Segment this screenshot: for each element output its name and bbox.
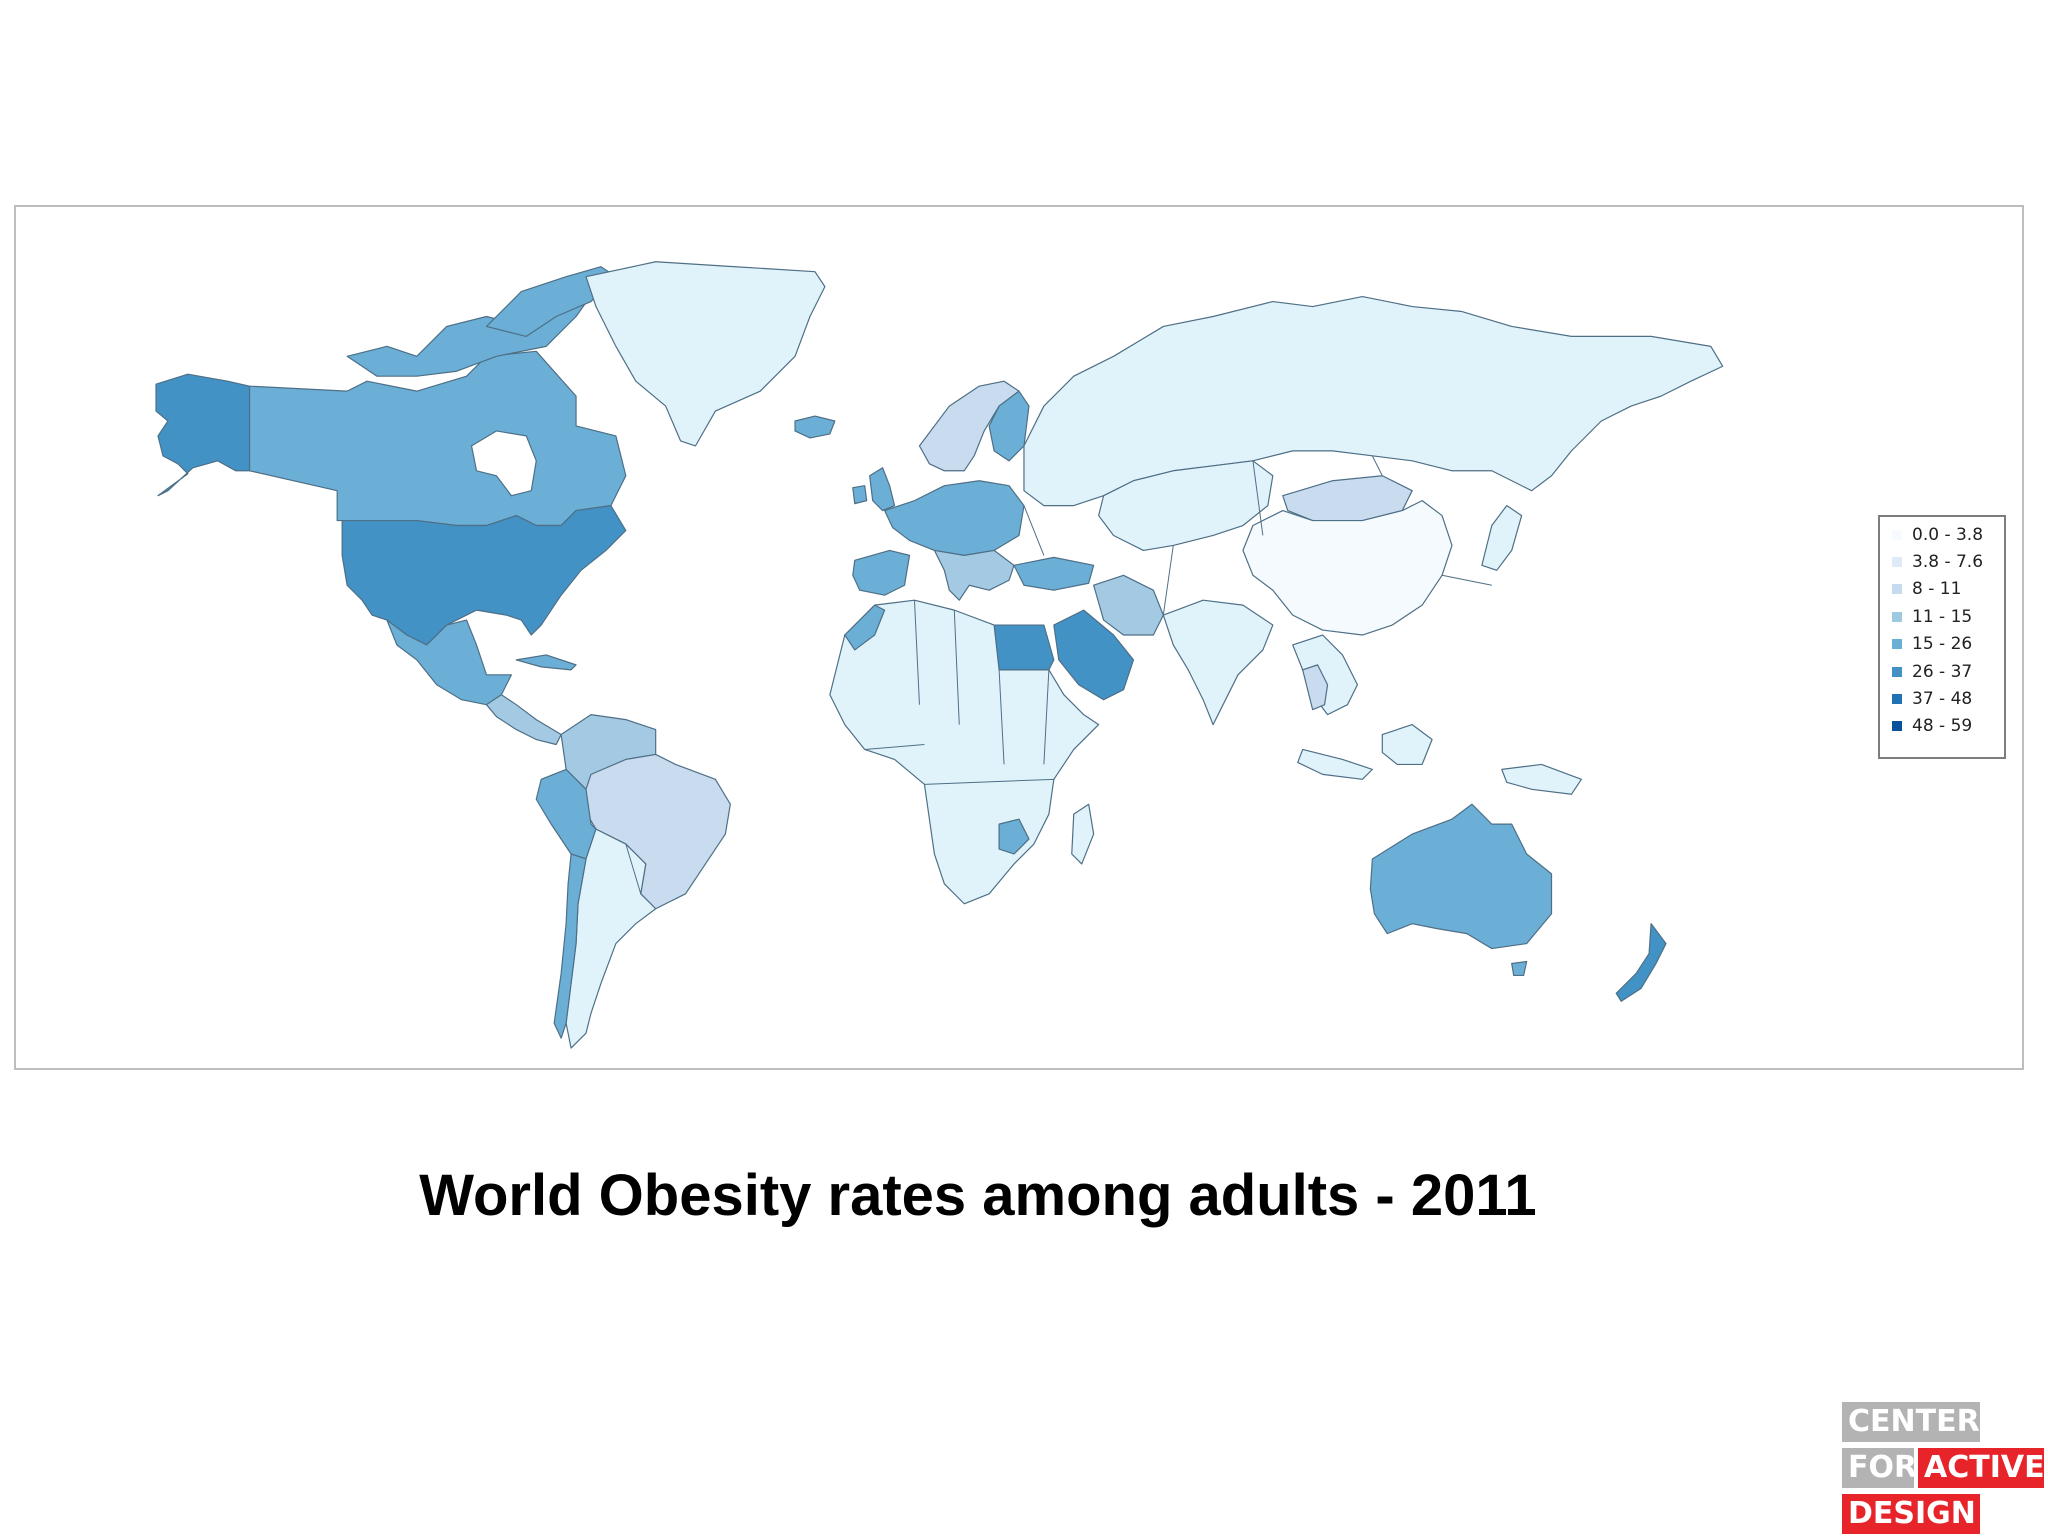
- legend-swatch: [1892, 694, 1902, 705]
- region-iceland: [794, 415, 836, 439]
- legend-item: 26 - 37: [1880, 658, 2004, 685]
- region-alaska: [155, 373, 251, 497]
- world-choropleth-map: [155, 261, 1724, 1049]
- region-saudi-arabia: [1053, 609, 1135, 701]
- region-madagascar: [1071, 803, 1095, 865]
- region-india: [1162, 599, 1274, 726]
- legend-item: 11 - 15: [1880, 603, 2004, 630]
- legend-label: 8 - 11: [1912, 579, 1962, 600]
- region-italy-balkans: [933, 549, 1015, 601]
- region-morocco: [844, 604, 886, 651]
- region-canada: [248, 350, 627, 527]
- region-iran: [1093, 574, 1164, 636]
- legend-swatch: [1892, 584, 1902, 595]
- region-new-guinea: [1501, 763, 1582, 795]
- center-for-active-design-logo: CENTER FOR ACTIVE DESIGN: [1842, 1402, 2045, 1534]
- region-central-america: [485, 694, 562, 746]
- logo-line-center: CENTER: [1842, 1402, 1980, 1442]
- legend-item: 8 - 11: [1880, 576, 2004, 603]
- region-cuba: [515, 654, 577, 671]
- region-greenland: [585, 261, 826, 447]
- legend-label: 37 - 48: [1912, 689, 1973, 710]
- region-russia: [1023, 295, 1724, 507]
- legend-swatch: [1892, 666, 1902, 677]
- region-egypt: [993, 624, 1055, 671]
- legend-swatch: [1892, 721, 1902, 732]
- legend-label: 11 - 15: [1912, 606, 1973, 627]
- legend-item: 3.8 - 7.6: [1880, 548, 2004, 575]
- region-borneo: [1381, 723, 1433, 766]
- region-western-europe: [884, 480, 1025, 556]
- region-indonesia: [1297, 748, 1373, 780]
- logo-line-for: FOR: [1842, 1448, 1917, 1488]
- legend-item: 37 - 48: [1880, 685, 2004, 712]
- legend-swatch: [1892, 611, 1902, 622]
- region-zimbabwe: [998, 818, 1030, 855]
- region-japan: [1481, 505, 1523, 571]
- legend-label: 26 - 37: [1912, 661, 1973, 682]
- legend-swatch: [1892, 529, 1902, 540]
- legend-item: 0.0 - 3.8: [1880, 521, 2004, 548]
- region-finland: [988, 390, 1030, 462]
- region-turkey: [1013, 556, 1095, 591]
- region-china: [1242, 500, 1453, 636]
- border-lines: [625, 455, 1492, 894]
- lake-hudson-bay: [470, 430, 537, 497]
- region-chile: [553, 853, 587, 1039]
- legend-swatch: [1892, 557, 1902, 568]
- region-uk: [869, 467, 896, 512]
- region-iberia: [852, 549, 911, 596]
- region-africa: [829, 599, 1100, 905]
- region-central-asia: [1098, 460, 1274, 552]
- region-tasmania: [1511, 960, 1528, 977]
- map-legend: 0.0 - 3.8 3.8 - 7.6 8 - 11 11 - 15 15 - …: [1878, 515, 2006, 759]
- region-new-zealand: [1615, 923, 1667, 1002]
- region-mexico: [386, 619, 512, 706]
- map-frame: 0.0 - 3.8 3.8 - 7.6 8 - 11 11 - 15 15 - …: [14, 205, 2024, 1070]
- legend-label: 0.0 - 3.8: [1912, 524, 1984, 545]
- legend-item: 48 - 59: [1880, 713, 2004, 740]
- legend-swatch: [1892, 639, 1902, 650]
- logo-line-design: DESIGN: [1842, 1494, 1980, 1534]
- region-usa: [341, 505, 627, 646]
- region-norway-sweden: [918, 380, 1020, 472]
- region-thailand: [1302, 664, 1329, 711]
- region-ireland: [852, 485, 868, 505]
- legend-item: 15 - 26: [1880, 631, 2004, 658]
- slide-title: World Obesity rates among adults - 2011: [419, 1163, 1537, 1228]
- legend-label: 3.8 - 7.6: [1912, 552, 1984, 573]
- logo-line-active: ACTIVE: [1918, 1448, 2045, 1488]
- region-australia: [1369, 803, 1553, 950]
- legend-label: 48 - 59: [1912, 716, 1973, 737]
- legend-label: 15 - 26: [1912, 634, 1973, 655]
